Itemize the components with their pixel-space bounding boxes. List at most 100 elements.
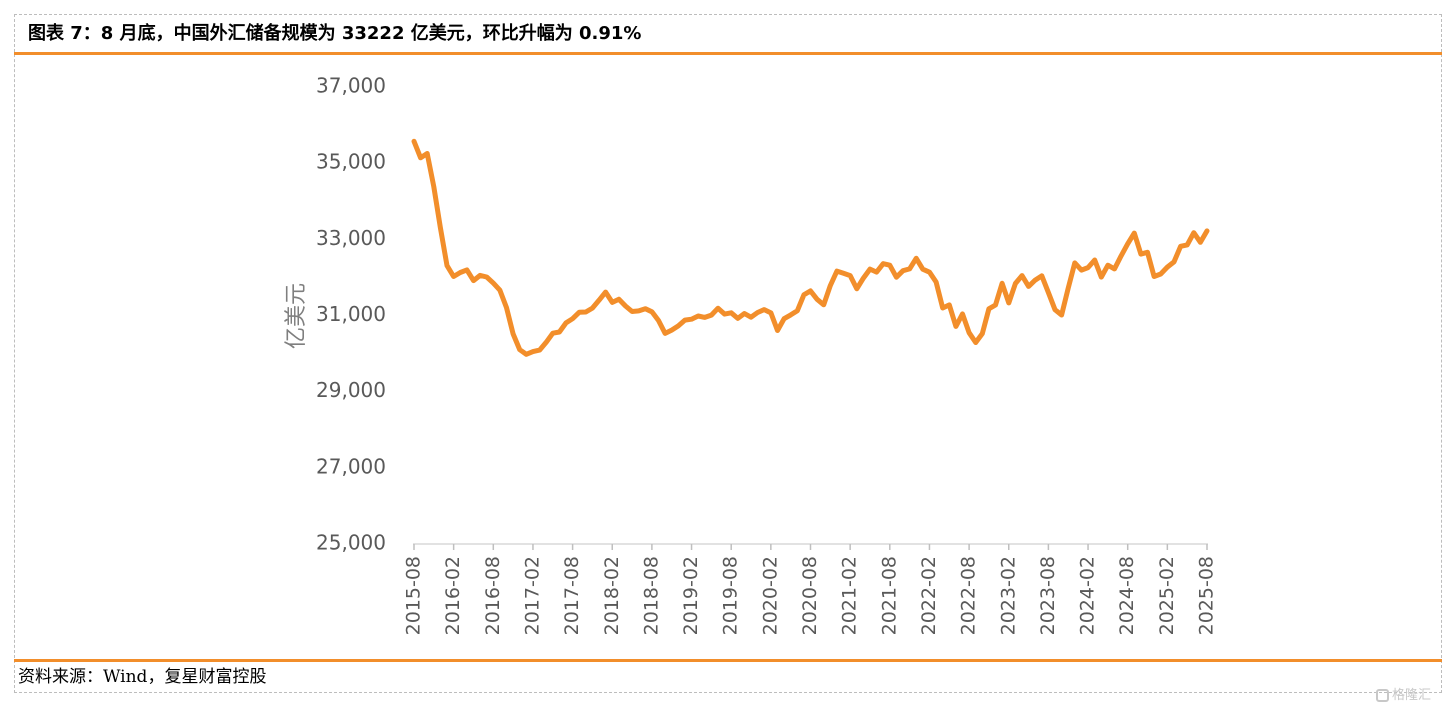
data-point — [763, 309, 765, 311]
data-point — [585, 311, 587, 313]
data-point — [631, 310, 633, 313]
y-tick-label: 33,000 — [316, 226, 386, 250]
data-point — [823, 304, 825, 306]
y-axis-ticks: 25,000 27,000 29,000 31,000 33,000 35,000 37,0… — [316, 74, 386, 555]
data-point — [565, 322, 567, 324]
data-point — [684, 319, 686, 321]
data-point — [539, 349, 541, 351]
data-point — [1047, 292, 1049, 294]
x-tick-label: 2017-02 — [521, 556, 543, 635]
data-point — [842, 272, 845, 274]
x-tick-label: 2025-02 — [1156, 556, 1178, 635]
data-point — [466, 269, 468, 271]
data-point — [975, 341, 977, 344]
data-point — [492, 282, 494, 284]
data-point — [638, 310, 640, 312]
x-axis-ticks: 2015-08 2016-02 2016-08 2017-02 2017-08 2018-… — [403, 544, 1218, 635]
data-point — [499, 289, 501, 291]
data-point — [1041, 275, 1043, 277]
data-point — [743, 312, 746, 315]
x-tick-label: 2016-08 — [482, 556, 504, 635]
data-point — [453, 275, 455, 278]
data-point — [644, 308, 646, 310]
data-point — [790, 314, 792, 316]
data-point — [545, 341, 547, 343]
data-point — [704, 316, 706, 318]
data-point — [922, 268, 924, 270]
data-point — [1113, 268, 1116, 270]
x-tick-label: 2023-02 — [997, 556, 1019, 635]
data-point — [578, 311, 580, 313]
data-point — [512, 333, 514, 335]
data-point — [605, 291, 607, 293]
data-point — [505, 307, 508, 309]
y-tick-label: 37,000 — [316, 74, 386, 98]
x-tick-label: 2016-02 — [442, 556, 464, 635]
data-point — [558, 331, 561, 333]
reserves-series-line — [411, 138, 1210, 357]
series-points — [413, 140, 1208, 355]
data-point — [909, 268, 911, 270]
y-tick-label: 29,000 — [316, 378, 386, 402]
data-point — [486, 276, 488, 278]
data-point — [1166, 266, 1168, 268]
data-point — [690, 318, 693, 320]
data-point — [955, 325, 957, 327]
data-point — [1054, 309, 1056, 311]
data-point — [1021, 275, 1023, 277]
data-point — [657, 319, 660, 322]
x-tick-label: 2023-08 — [1037, 556, 1059, 635]
x-tick-label: 2025-08 — [1196, 556, 1218, 635]
data-point — [611, 301, 613, 303]
data-point — [1074, 262, 1076, 264]
x-tick-label: 2020-08 — [799, 556, 821, 635]
x-tick-label: 2017-08 — [561, 556, 583, 635]
data-point — [1173, 261, 1175, 263]
x-tick-label: 2022-08 — [958, 556, 980, 635]
data-point — [783, 318, 785, 320]
data-point — [1180, 245, 1182, 247]
data-point — [677, 325, 679, 327]
data-point — [618, 298, 620, 300]
data-point — [1107, 264, 1109, 266]
data-point — [968, 332, 970, 334]
data-point — [651, 311, 653, 313]
data-point — [862, 277, 865, 279]
data-point — [1100, 276, 1102, 278]
data-point — [552, 332, 554, 334]
y-axis-label: 亿美元 — [284, 283, 309, 349]
data-point — [915, 257, 917, 259]
watermark-logo-icon — [1376, 689, 1389, 702]
title-rule — [14, 52, 1442, 55]
data-point — [829, 285, 831, 287]
data-point — [935, 281, 937, 283]
data-point — [961, 313, 964, 315]
y-tick-label: 27,000 — [316, 454, 386, 478]
data-point — [446, 265, 448, 267]
data-point — [519, 349, 521, 351]
data-point — [1008, 302, 1010, 304]
data-point — [809, 290, 812, 292]
x-tick-label: 2020-02 — [759, 556, 781, 635]
data-point — [796, 310, 798, 312]
y-tick-label: 35,000 — [316, 150, 386, 174]
data-point — [988, 308, 990, 310]
data-point — [737, 317, 739, 319]
data-point — [1186, 244, 1188, 246]
data-point — [816, 298, 818, 300]
x-tick-label: 2024-02 — [1077, 556, 1099, 635]
data-point — [942, 307, 944, 309]
data-point — [420, 157, 422, 159]
data-point — [697, 315, 699, 317]
data-point — [413, 140, 415, 142]
data-point — [1120, 255, 1122, 257]
data-point — [902, 270, 904, 272]
data-point — [1028, 285, 1030, 287]
data-point — [836, 270, 838, 272]
watermark: 格隆汇 — [1376, 684, 1431, 703]
data-point — [849, 275, 851, 277]
data-point — [1067, 287, 1069, 289]
x-tick-label: 2019-02 — [680, 556, 702, 635]
x-tick-label: 2022-02 — [918, 556, 940, 635]
